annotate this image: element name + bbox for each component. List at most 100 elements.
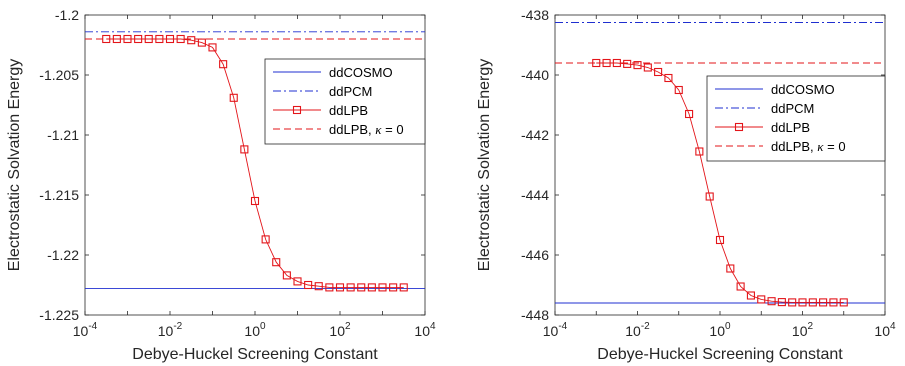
data-point-ddlpb xyxy=(746,291,755,300)
data-point-ddlpb xyxy=(767,297,776,306)
x-tick-exponent: -2 xyxy=(641,321,650,332)
y-tick-label: -1.205 xyxy=(39,67,79,83)
legend-label-text: ddLPB, xyxy=(771,139,817,154)
data-point-ddlpb xyxy=(819,298,828,307)
data-point-ddlpb xyxy=(808,298,817,307)
legend: ddCOSMO ddPCM ddLPB ddLPB, κ = 0 xyxy=(264,58,426,145)
data-point-ddlpb xyxy=(282,271,291,280)
x-tick-exponent: 0 xyxy=(260,321,266,332)
x-tick-label: 102 xyxy=(792,321,814,339)
x-tick-exponent: -4 xyxy=(88,321,97,332)
legend-marker xyxy=(292,105,302,115)
data-point-ddlpb xyxy=(346,283,355,292)
x-tick-label: 102 xyxy=(329,321,351,339)
x-axis-title: Debye-Huckel Screening Constant xyxy=(132,346,378,363)
x-tick-label: 104 xyxy=(414,321,436,339)
data-point-ddlpb xyxy=(685,109,694,119)
x-tick-exponent: 2 xyxy=(345,321,351,332)
data-point-ddlpb xyxy=(208,43,217,52)
y-tick-label: -448 xyxy=(521,307,549,323)
data-point-ddlpb xyxy=(705,192,714,201)
x-tick-label: 100 xyxy=(244,321,266,339)
x-tick-label: 104 xyxy=(874,321,896,339)
y-tick-label: -438 xyxy=(521,7,549,23)
data-point-ddlpb xyxy=(643,63,652,72)
data-point-ddlpb xyxy=(367,283,376,292)
x-tick-base: 10 xyxy=(625,323,641,339)
data-point-ddlpb xyxy=(695,147,704,156)
data-point-ddlpb xyxy=(261,235,270,244)
y-tick-label: -446 xyxy=(521,247,549,263)
data-point-ddlpb xyxy=(726,264,735,273)
y-tick-label: -442 xyxy=(521,127,549,143)
x-tick-base: 10 xyxy=(158,323,174,339)
data-point-ddlpb xyxy=(757,295,766,304)
data-point-ddlpb xyxy=(654,67,663,77)
legend-label: ddPCM xyxy=(771,101,814,116)
x-tick-base: 10 xyxy=(414,323,430,339)
data-point-ddlpb xyxy=(389,283,398,292)
y-tick-label: -1.21 xyxy=(47,127,79,143)
legend-label-suffix: = 0 xyxy=(824,139,846,154)
y-tick-label: -1.215 xyxy=(39,187,79,203)
data-point-ddlpb xyxy=(633,61,642,70)
x-tick-base: 10 xyxy=(543,323,559,339)
data-point-ddlpb xyxy=(219,60,228,69)
y-tick-label: -1.22 xyxy=(47,247,79,263)
legend: ddCOSMO ddPCM ddLPB ddLPB, κ = 0 xyxy=(706,75,886,162)
legend-label: ddCOSMO xyxy=(329,65,393,80)
data-point-ddlpb xyxy=(378,283,387,292)
data-point-ddlpb xyxy=(304,280,313,290)
x-tick-base: 10 xyxy=(73,323,89,339)
x-tick-label: 10-2 xyxy=(158,321,183,339)
data-point-ddlpb xyxy=(250,196,260,206)
data-layer xyxy=(85,31,425,292)
x-tick-base: 10 xyxy=(874,323,890,339)
data-point-ddlpb xyxy=(272,258,281,267)
x-tick-exponent: 2 xyxy=(808,321,814,332)
y-axis-title: Electrostatic Solvation Energy xyxy=(476,59,493,272)
x-tick-exponent: 4 xyxy=(890,321,896,332)
data-point-ddlpb xyxy=(399,283,408,292)
x-tick-label: 10-4 xyxy=(73,321,98,339)
series-line-ddlpb xyxy=(596,62,844,303)
data-point-ddlpb xyxy=(314,282,323,291)
data-point-ddlpb xyxy=(798,298,807,307)
x-tick-label: 100 xyxy=(709,321,731,339)
y-tick-label: -444 xyxy=(521,187,549,203)
data-point-ddlpb xyxy=(240,145,249,154)
x-tick-exponent: 4 xyxy=(430,321,436,332)
x-tick-base: 10 xyxy=(329,323,345,339)
legend-label-suffix: = 0 xyxy=(382,122,404,137)
x-tick-exponent: 0 xyxy=(725,321,731,332)
legend-box xyxy=(706,75,886,162)
data-point-ddlpb xyxy=(839,298,848,307)
x-tick-base: 10 xyxy=(709,323,725,339)
legend-label-text: ddLPB, xyxy=(329,122,375,137)
legend-label-kappa: κ xyxy=(817,139,824,154)
x-axis-title: Debye-Huckel Screening Constant xyxy=(597,346,843,363)
x-tick-label: 10-4 xyxy=(543,321,568,339)
legend-marker xyxy=(734,122,744,132)
legend-label: ddLPB xyxy=(771,120,810,135)
chart-left: 10-4 10-2 100 102 104-1.2-1.205-1.21-1.215-1… xyxy=(6,7,436,363)
x-tick-base: 10 xyxy=(244,323,260,339)
data-point-ddlpb xyxy=(777,298,786,307)
y-tick-label: -440 xyxy=(521,67,549,83)
x-tick-exponent: -2 xyxy=(173,321,182,332)
x-tick-exponent: -4 xyxy=(558,321,567,332)
data-point-ddlpb xyxy=(736,282,745,291)
data-point-ddlpb xyxy=(229,93,238,102)
legend-label: ddCOSMO xyxy=(771,82,835,97)
y-tick-label: -1.2 xyxy=(55,7,79,23)
legend-box xyxy=(264,58,426,145)
data-point-ddlpb xyxy=(325,283,334,292)
x-tick-base: 10 xyxy=(792,323,808,339)
data-point-ddlpb xyxy=(293,277,302,286)
y-axis-title: Electrostatic Solvation Energy xyxy=(6,59,23,272)
chart-right: 10-4 10-2 100 102 104-438-440-442-444-446-44… xyxy=(476,7,896,363)
data-point-ddlpb xyxy=(623,59,632,68)
data-point-ddlpb xyxy=(674,85,683,95)
data-point-ddlpb xyxy=(788,298,797,307)
